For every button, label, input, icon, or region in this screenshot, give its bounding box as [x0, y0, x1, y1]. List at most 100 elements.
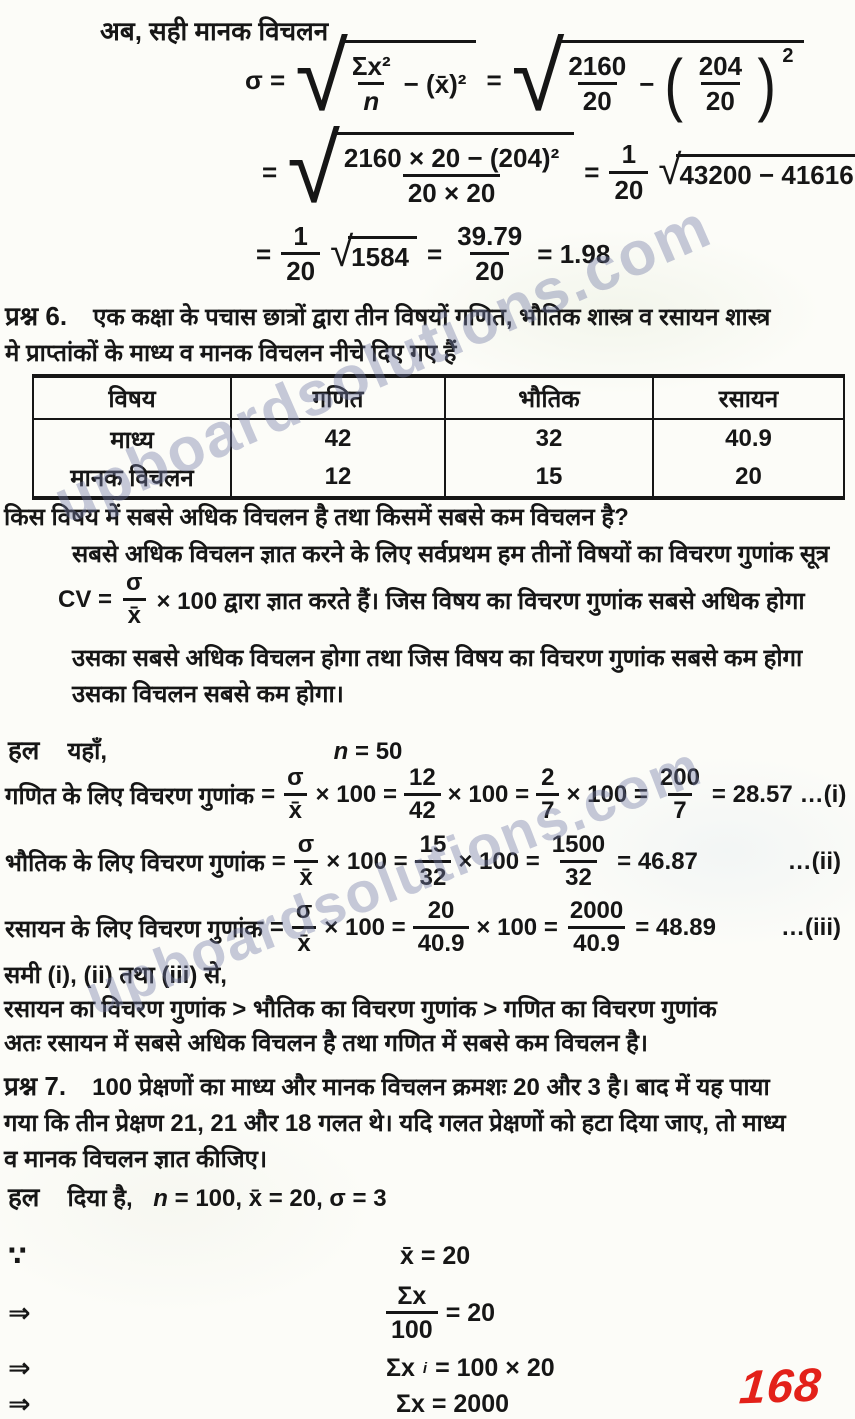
step-because: ∵ x̄ = 20 [8, 1238, 855, 1274]
step-1-equation: x̄ = 20 [400, 1241, 471, 1270]
fraction: 12 42 [403, 764, 441, 825]
fraction: 39.79 20 [452, 221, 527, 286]
denominator: x̄ [294, 860, 318, 892]
fraction: 15 32 [414, 831, 452, 892]
n-variable: n [153, 1185, 168, 1212]
table-header-row: विषय गणित भौतिक रसायन [32, 376, 845, 420]
equation-tag-iii: …(iii) [781, 914, 841, 941]
sqrt-expression: √ Σx² n − (x̄)² [295, 24, 477, 131]
denominator: 20 [700, 82, 740, 116]
given-values: n = 100, x̄ = 20, σ = 3 [153, 1185, 386, 1212]
question-6-text: एक कक्षा के पचास छात्रों द्वारा तीन विषय… [93, 304, 771, 331]
implies-icon: ⇒ [8, 1297, 31, 1328]
denominator: 20 [577, 82, 617, 116]
rhs-value: = 100 × 20 [435, 1353, 555, 1382]
mean-maths: 42 [230, 419, 446, 458]
solution-7-given: हल दिया है, n = 100, x̄ = 20, σ = 3 [8, 1178, 387, 1214]
row-label: रसायन के लिए विचरण गुणांक [5, 915, 263, 943]
question-7-label: प्रश्न 7. [4, 1071, 67, 1101]
denominator: 20 [609, 170, 649, 205]
fraction: 2160 × 20 − (204)² 20 × 20 [339, 143, 564, 208]
question-7: प्रश्न 7. 100 प्रेक्षणों का माध्य और मानक… [4, 1068, 786, 1178]
radical-sign: √ [658, 146, 682, 193]
denominator: x̄ [122, 598, 146, 630]
denominator: 32 [414, 860, 452, 892]
cv-row-maths: गणित के लिए विचरण गुणांक = σ x̄ × 100 = 1… [5, 764, 846, 825]
denominator: x̄ [292, 926, 316, 958]
radical-sign: √ [295, 24, 348, 131]
n-equals-50: n = 50 [334, 738, 403, 765]
times-100-equals: × 100 = [315, 781, 397, 808]
from-equations-note: समी (i), (ii) तथा (iii) से, [4, 962, 227, 989]
header-chemistry: रसायन [652, 376, 845, 420]
denominator: 7 [536, 793, 560, 825]
radical-sign: √ [511, 24, 565, 131]
fraction: σ x̄ [291, 897, 317, 958]
n-variable: n [333, 738, 349, 765]
numerator: 39.79 [457, 221, 523, 251]
denominator: 40.9 [412, 926, 470, 958]
step-4-equation: Σx = 2000 [396, 1389, 510, 1418]
fraction: 2160 20 [563, 50, 631, 116]
radical-sign: √ [330, 227, 354, 275]
sigma-x: Σx [386, 1353, 415, 1382]
mean-physics: 32 [444, 419, 654, 458]
question-7-line-1: प्रश्न 7. 100 प्रेक्षणों का माध्य और मानक… [4, 1068, 786, 1106]
because-symbol: ∵ [8, 1240, 27, 1271]
implies-icon: ⇒ [8, 1388, 31, 1419]
radicand: 1584 [351, 241, 410, 272]
row-label-mean: माध्य [32, 419, 232, 458]
times-100-equals: × 100 = [458, 848, 540, 875]
header-subject: विषय [32, 376, 232, 420]
radical-sign: √ [287, 116, 340, 223]
step-3-equation: Σx i = 100 × 20 [386, 1354, 555, 1383]
fraction: σ x̄ [293, 831, 319, 892]
denominator: n [358, 82, 385, 116]
denominator: 20 [281, 252, 321, 286]
denominator: 40.9 [568, 926, 625, 958]
result-value: = 46.87 [617, 848, 698, 875]
numerator: Σx [397, 1282, 427, 1310]
rhs-value: = 20 [445, 1298, 496, 1327]
numerator: 204 [698, 50, 743, 81]
times-100-equals: × 100 = [566, 781, 648, 808]
fraction: σ x̄ [121, 569, 147, 630]
times-100-equals: × 100 = [326, 848, 408, 875]
equation-tag-i: …(i) [799, 781, 847, 808]
sqrt-expression: √ 43200 − 41616 [658, 146, 855, 193]
numerator: 1 [293, 221, 308, 251]
page-number: 168 [737, 1357, 824, 1414]
numerator: 2160 [568, 50, 627, 81]
fraction: σ x̄ [282, 764, 308, 825]
n-value: = 50 [355, 738, 403, 765]
header-maths: गणित [230, 376, 446, 420]
numerator: Σx² [351, 50, 391, 81]
sd-chemistry: 20 [652, 458, 845, 498]
cv-row-chemistry: रसायन के लिए विचरण गुणांक = σ x̄ × 100 = … [5, 897, 841, 958]
fraction: 1500 32 [547, 831, 610, 892]
fraction: 204 20 [694, 50, 747, 116]
given-values-text: = 100, x̄ = 20, σ = 3 [174, 1185, 387, 1212]
cv-lhs: CV = [58, 586, 113, 613]
result-value: = 1.98 [537, 238, 611, 269]
row-label-sd: मानक विचलन [32, 458, 232, 498]
fraction: 200 7 [655, 764, 705, 825]
sigma-formula-line-1: σ = √ Σx² n − (x̄)² = √ 2160 20 − ( [245, 24, 804, 131]
times-100-equals: × 100 = [324, 914, 406, 941]
mean-chemistry: 40.9 [652, 419, 845, 458]
denominator: 100 [386, 1311, 438, 1344]
close-paren: ) [757, 44, 777, 123]
equals-sign: = [269, 914, 284, 941]
sd-physics: 15 [444, 458, 654, 498]
denominator: 20 [470, 252, 510, 286]
question-6-label: प्रश्न 6. [5, 301, 68, 331]
cv-comparison: रसायन का विचरण गुणांक > भौतिक का विचरण ग… [4, 996, 717, 1023]
subscript-i: i [422, 1359, 428, 1377]
table-row-mean: माध्य 42 32 40.9 [32, 419, 845, 458]
numerator: σ [297, 831, 315, 859]
step-implies-3: ⇒ Σx = 2000 [8, 1386, 855, 1419]
denominator: x̄ [283, 793, 308, 825]
cv-formula-line: CV = σ x̄ × 100 द्वारा ज्ञात करते हैं। ज… [58, 569, 805, 630]
times-100-equals: × 100 = [447, 781, 530, 808]
question-6-line-1: प्रश्न 6. एक कक्षा के पचास छात्रों द्वारा… [5, 298, 770, 336]
